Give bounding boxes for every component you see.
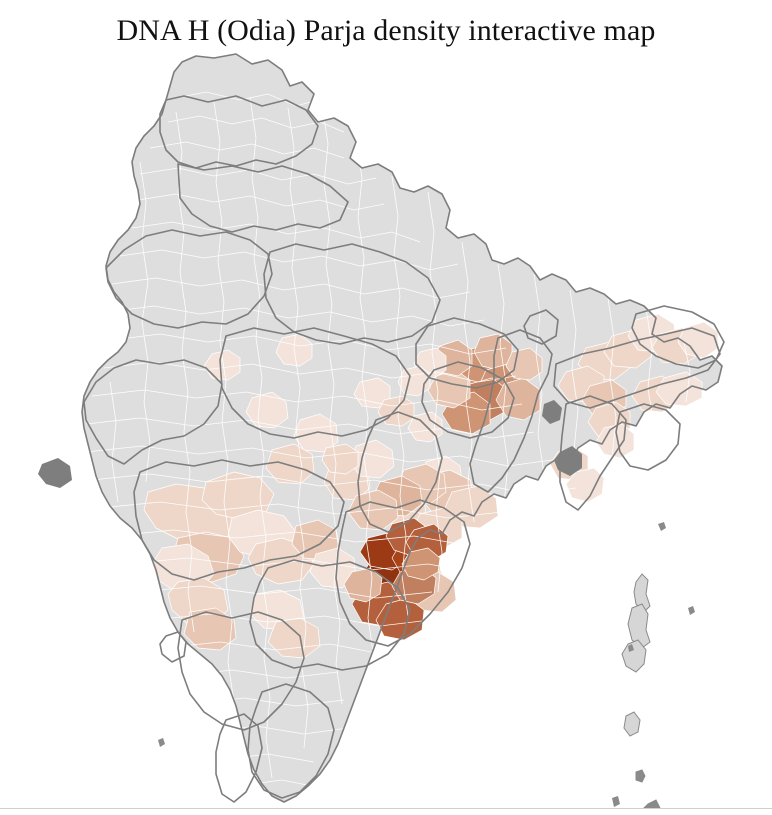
india-choropleth-svg[interactable] [0, 52, 772, 808]
island-speck-lakshadweep [158, 738, 165, 747]
district-patch[interactable] [397, 365, 431, 397]
bottom-divider [0, 808, 772, 809]
district-patch[interactable] [565, 467, 605, 503]
district-patch[interactable] [265, 443, 315, 485]
island-speck-c [628, 644, 634, 652]
enclave-east-coast [554, 446, 582, 476]
islands-group [158, 522, 695, 808]
district-patch[interactable] [655, 371, 703, 407]
island-speck-a [658, 522, 666, 531]
island-speck-b [688, 606, 695, 615]
island-nicobar-north [635, 769, 646, 783]
district-patch[interactable] [183, 607, 237, 651]
district-border-grid [85, 91, 691, 789]
enclave-diu [38, 458, 72, 488]
map-canvas[interactable] [0, 52, 772, 808]
district-patch[interactable] [677, 321, 719, 359]
district-patch[interactable] [267, 617, 321, 659]
dark-gray-enclave-group [38, 400, 582, 488]
enclave-north-east [542, 400, 562, 424]
district-patch[interactable] [321, 443, 359, 475]
national-outline-group [81, 53, 723, 803]
island-speck-d [612, 796, 620, 807]
island-middle-andaman [627, 603, 651, 649]
district-patch[interactable] [245, 391, 289, 429]
island-north-andaman [633, 573, 651, 613]
district-patch[interactable] [505, 347, 543, 381]
page-title: DNA H (Odia) Parja density interactive m… [116, 14, 656, 47]
island-south-andaman [621, 639, 647, 673]
choropleth-jharkhand-bengal-group[interactable] [413, 333, 543, 435]
island-little-andaman [623, 711, 641, 737]
island-nicobar-great [643, 799, 661, 808]
